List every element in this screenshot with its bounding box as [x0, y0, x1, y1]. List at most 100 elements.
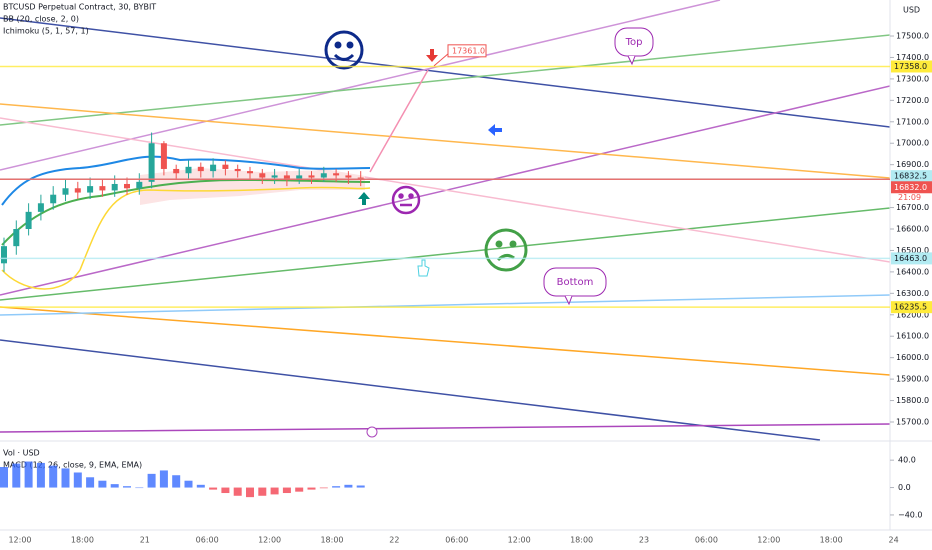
annotation-pointer [433, 53, 449, 67]
candles [1, 132, 364, 272]
callout-box [543, 267, 607, 297]
y-tick-label: 17000.0 [896, 139, 929, 148]
candle-body [87, 186, 94, 193]
trend-line [0, 306, 891, 376]
candle-body [222, 164, 229, 169]
y-tick-label: 17400.0 [896, 53, 929, 62]
arrow-down [426, 49, 438, 62]
candle-body [210, 164, 217, 172]
candle-body [234, 168, 241, 172]
macd-bar [86, 477, 95, 488]
y-tick-label: 17500.0 [896, 32, 929, 41]
smiley-neutral [391, 185, 421, 215]
macd-bar [282, 487, 291, 494]
trend-line [0, 423, 891, 433]
candle-body [37, 203, 44, 212]
candle-body [259, 173, 266, 178]
trend-line [0, 103, 891, 179]
y-tick-label: 15900.0 [896, 375, 929, 384]
y-tick-label: 16200.0 [896, 310, 929, 319]
candle-body [271, 175, 278, 178]
x-tick-label: 21 [140, 536, 150, 545]
candle-body [62, 188, 69, 195]
price-label: 16832.0 [894, 183, 927, 192]
price-label: 16463.0 [894, 254, 927, 263]
macd-bar [221, 487, 230, 494]
arrow-marker [488, 124, 502, 136]
callout-text: Top [625, 37, 643, 48]
callout-tail [627, 55, 636, 66]
y-tick-label: 15700.0 [896, 417, 929, 426]
candle-body [320, 173, 327, 178]
y-tick-label: 16700.0 [896, 203, 929, 212]
x-tick-label: 24 [889, 536, 899, 545]
macd-bar [110, 484, 119, 488]
chart-title: BTCUSD Perpetual Contract, 30, BYBIT [3, 3, 156, 12]
candle-body [296, 175, 303, 180]
x-tick-label: 22 [389, 536, 399, 545]
macd-bar [49, 465, 58, 488]
x-tick-label: 18:00 [71, 536, 94, 545]
price-label-box [891, 170, 932, 183]
cursor-icon [417, 259, 430, 277]
event-marker [366, 426, 378, 438]
macd-bar [209, 487, 218, 490]
y-tick-label: 16900.0 [896, 160, 929, 169]
candle-body [160, 143, 167, 169]
y-tick-label: 16300.0 [896, 289, 929, 298]
candle-body [25, 211, 32, 230]
smiley-sad [484, 228, 528, 272]
macd-bar [172, 475, 181, 488]
y-tick-label: 16400.0 [896, 267, 929, 276]
y-tick-label: 17200.0 [896, 96, 929, 105]
candle-body [308, 175, 315, 178]
indicator-label: BB (20, close, 2, 0) [3, 15, 79, 24]
price-label-box [891, 301, 932, 314]
candle-body [148, 143, 155, 182]
y-tick-label: 15800.0 [896, 396, 929, 405]
candle-body [247, 171, 253, 174]
y-tick-label: 16500.0 [896, 246, 929, 255]
price-label-box [891, 252, 932, 265]
y-tick-label: 17300.0 [896, 74, 929, 83]
macd-bar [233, 487, 242, 496]
price-label: 17358.0 [894, 62, 927, 71]
macd-label: MACD (12, 26, close, 9, EMA, EMA) [3, 461, 142, 470]
x-tick-label: 18:00 [570, 536, 593, 545]
annotation-box [447, 44, 487, 58]
y-tick-label: 40.0 [898, 456, 916, 465]
trend-line [0, 207, 891, 301]
macd-bar [0, 467, 8, 488]
x-tick-label: 12:00 [508, 536, 531, 545]
smiley-happy [324, 30, 364, 70]
x-tick-label: 06:00 [196, 536, 219, 545]
macd-bar [184, 480, 193, 488]
candle-body [99, 186, 106, 191]
countdown: 21:09 [898, 193, 921, 202]
indicator-label: Ichimoku (5, 1, 57, 1) [3, 27, 89, 36]
ichimoku-cloud [140, 168, 365, 205]
macd-bar [98, 480, 107, 488]
candle-body [173, 168, 180, 174]
arrow-up [358, 192, 370, 205]
y-tick-label: −40.0 [898, 510, 923, 519]
candle-body [13, 229, 20, 247]
x-tick-label: 18:00 [820, 536, 843, 545]
bb-basis [1, 178, 371, 246]
x-tick-label: 12:00 [8, 536, 31, 545]
callout-tail [564, 295, 573, 306]
x-tick-label: 18:00 [320, 536, 343, 545]
macd-bar [135, 487, 144, 489]
x-tick-label: 23 [639, 536, 649, 545]
price-label-box [891, 181, 932, 194]
candle-body [74, 188, 81, 193]
candle-body [50, 194, 57, 204]
y-tick-label: 0.0 [898, 483, 911, 492]
arrow-line [369, 69, 429, 173]
macd-bar [61, 468, 70, 488]
trend-line [0, 17, 891, 128]
y-tick-label: 17100.0 [896, 117, 929, 126]
y-tick-label: 16600.0 [896, 225, 929, 234]
y-tick-label: 16000.0 [896, 353, 929, 362]
